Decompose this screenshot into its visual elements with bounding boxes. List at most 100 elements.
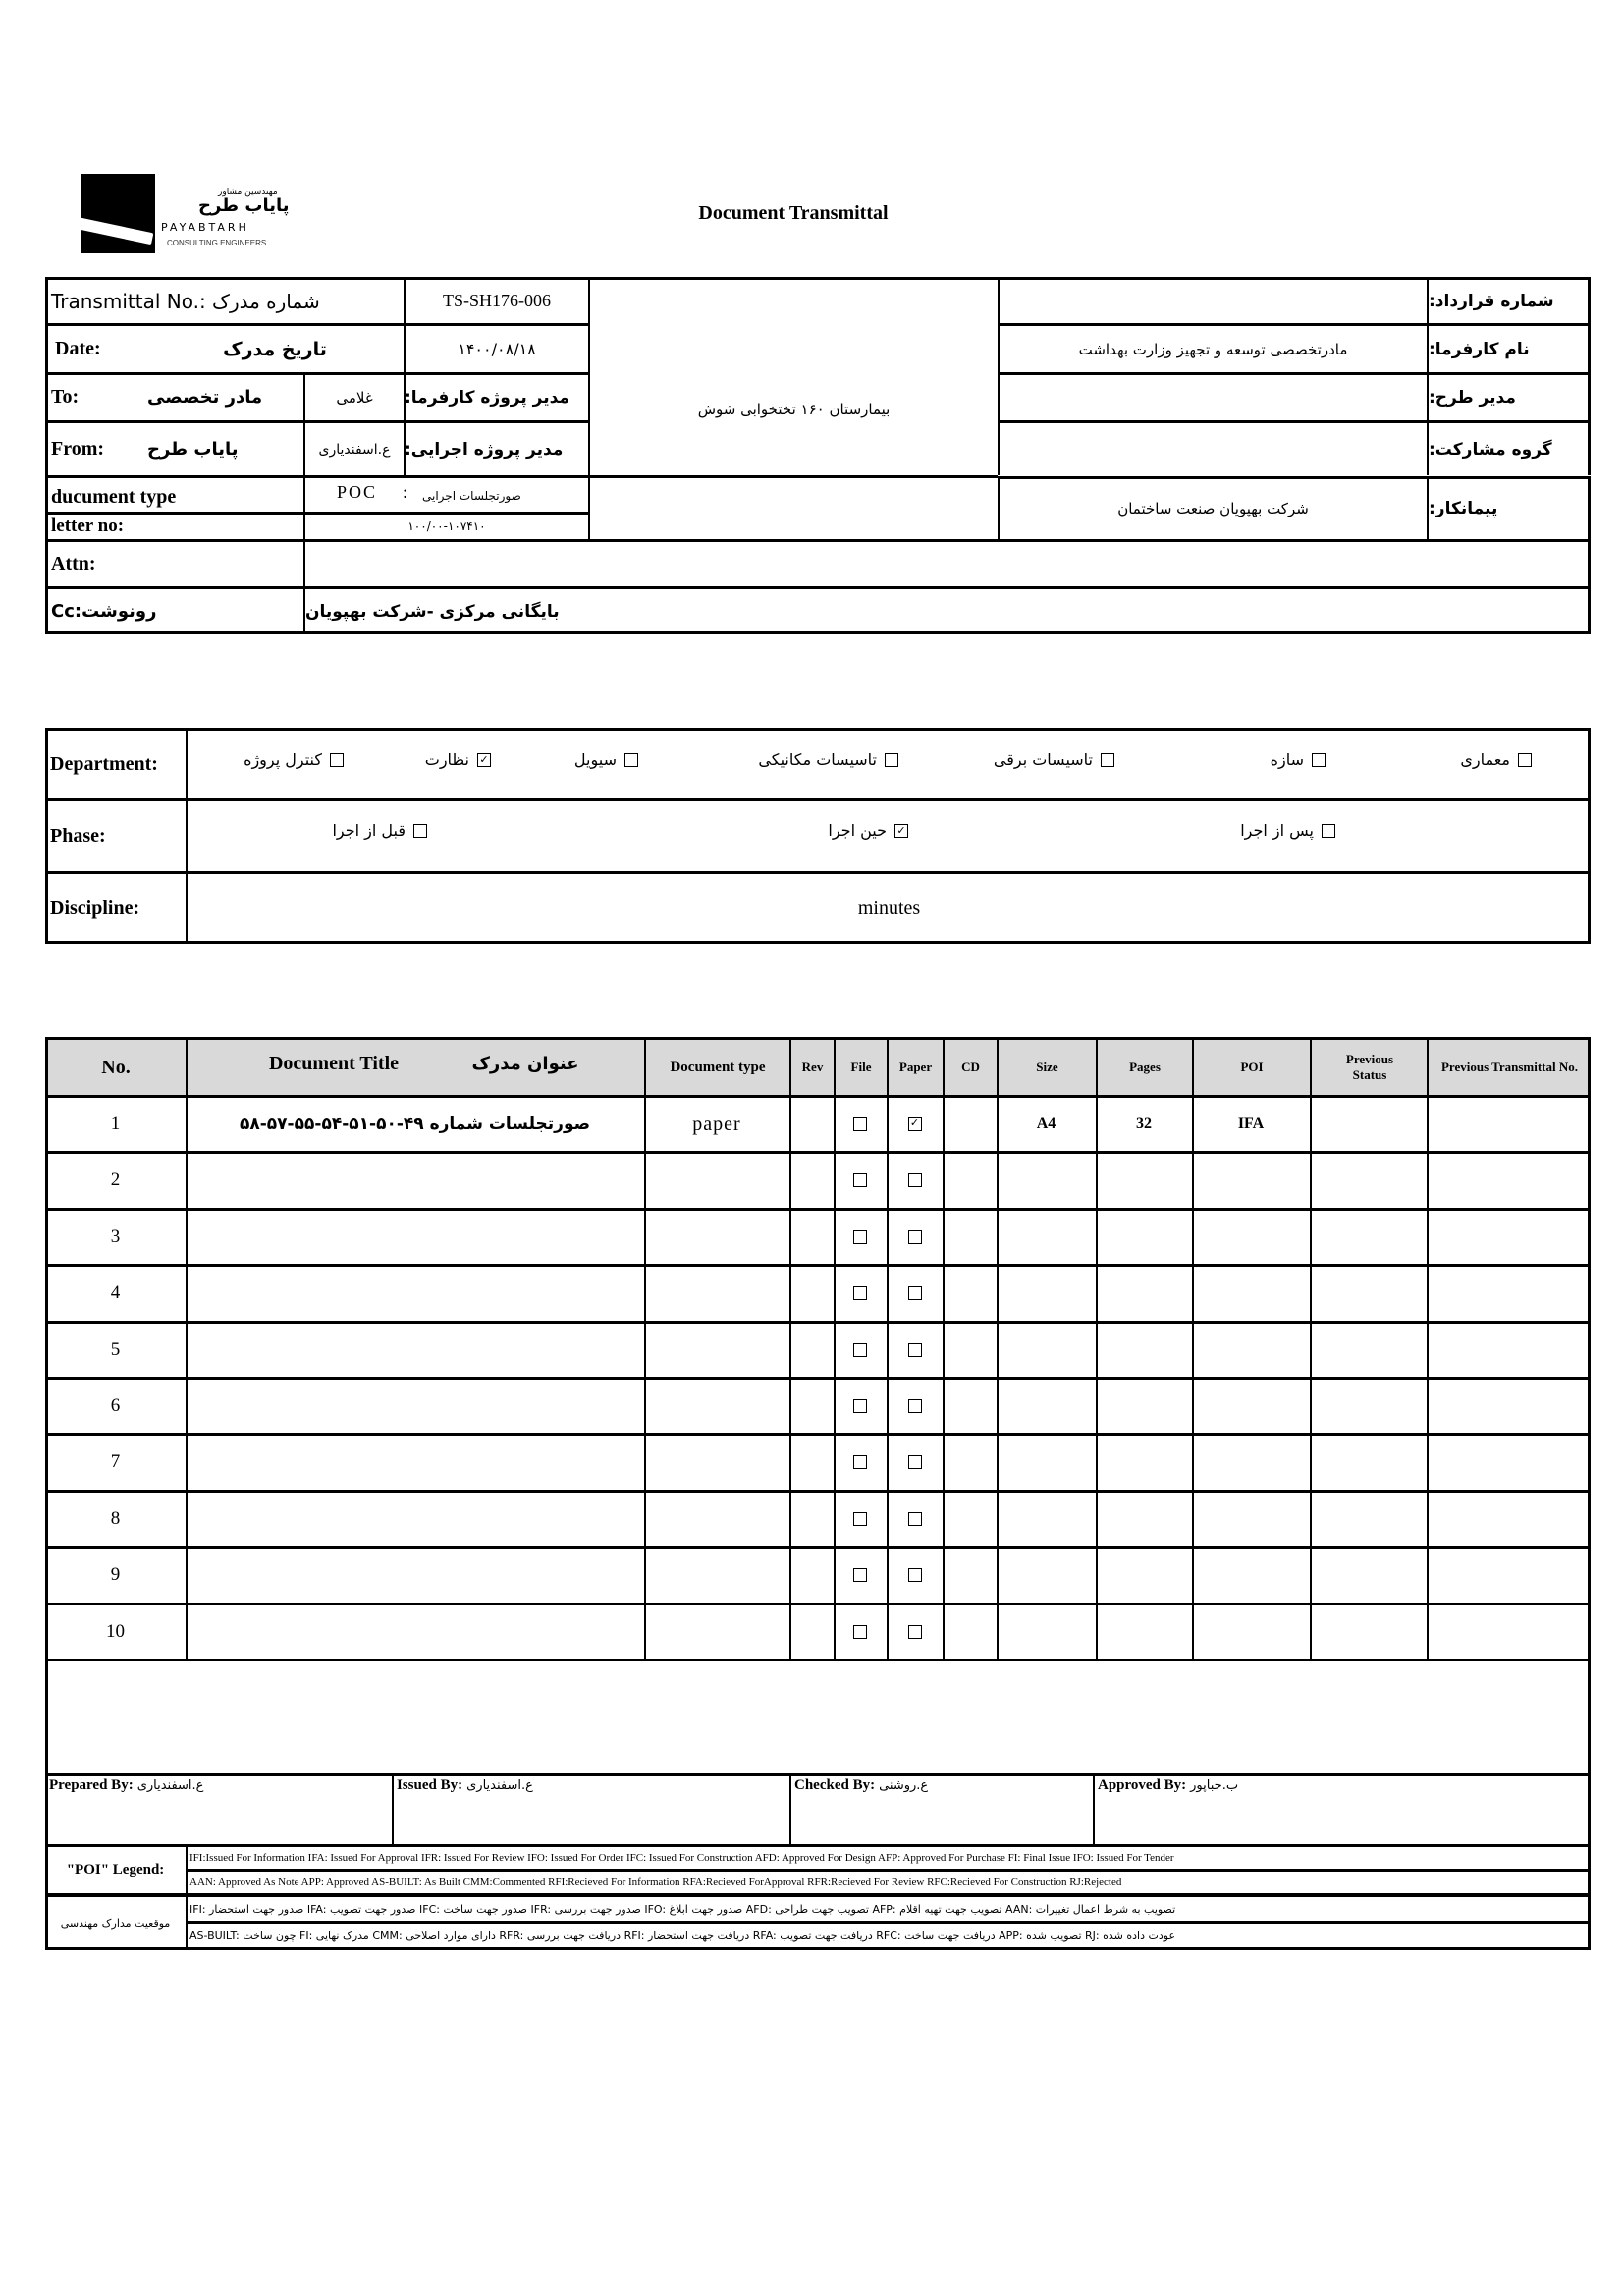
file-checkbox-icon[interactable]	[853, 1343, 867, 1358]
from-person: ع.اسفندیاری	[318, 441, 391, 458]
logo-en-name: PAYABTARH	[161, 221, 249, 234]
phase-option-label: قبل از اجرا	[332, 821, 406, 840]
title-cell	[186, 1154, 644, 1207]
from-value: پایاب طرح	[147, 439, 239, 460]
doctype-cell	[644, 1154, 789, 1207]
client-value: مادرتخصصی توسعه و تجهیز وزارت بهداشت	[1078, 340, 1348, 358]
row-divider	[45, 1490, 1591, 1493]
page-title: Document Transmittal	[698, 202, 889, 224]
file-checkbox-icon[interactable]	[853, 1568, 867, 1583]
file-checkbox-icon[interactable]	[853, 1173, 867, 1188]
size-cell	[997, 1324, 1096, 1377]
checkbox-icon[interactable]	[1518, 752, 1532, 767]
signature-name: ع.روشنی	[879, 1778, 929, 1793]
table-row: 5	[45, 1324, 1591, 1377]
checkbox-icon[interactable]	[1322, 823, 1335, 838]
header-no: No.	[101, 1056, 131, 1078]
file-checkbox-icon[interactable]	[853, 1512, 867, 1527]
from-role: مدیر پروژه اجرایی:	[405, 439, 564, 460]
contractor-label: پیمانکار:	[1429, 499, 1498, 518]
paper-cell	[887, 1493, 943, 1546]
cc-value: بایگانی مرکزی -شرکت بهپویان	[305, 601, 560, 622]
checkbox-icon[interactable]: ✓	[894, 823, 908, 838]
size-cell: A4	[1036, 1115, 1056, 1133]
column-divider	[834, 1037, 836, 1659]
signature-0: Prepared By: ع.اسفندیاری	[49, 1777, 203, 1794]
paper-checkbox-icon[interactable]	[907, 1625, 922, 1640]
file-cell	[834, 1154, 887, 1207]
file-checkbox-icon[interactable]	[853, 1399, 867, 1414]
paper-checkbox-icon[interactable]	[907, 1286, 922, 1301]
fa-legend-line-1: IFI: صدور جهت استحضار IFA: صدور جهت تصوی…	[189, 1902, 1176, 1916]
department-option-label: نظارت	[424, 750, 469, 769]
prev_status-cell	[1310, 1211, 1427, 1264]
checkbox-icon[interactable]	[330, 752, 344, 767]
paper-checkbox-icon[interactable]	[907, 1230, 922, 1245]
checkbox-icon[interactable]	[1101, 752, 1114, 767]
signature-label: Checked By:	[794, 1777, 876, 1793]
file-checkbox-icon[interactable]	[853, 1625, 867, 1640]
row-divider	[45, 1603, 1591, 1605]
project-name: بیمارستان ۱۶۰ تختخوابی شوش	[697, 400, 891, 418]
department-option-label: کنترل پروژه	[244, 750, 322, 769]
no-cell: 9	[110, 1564, 121, 1586]
poi-cell: IFA	[1237, 1115, 1265, 1133]
header-pages: Pages	[1129, 1060, 1161, 1074]
department-label: Department:	[50, 753, 158, 775]
no-cell: 4	[110, 1282, 121, 1304]
checkbox-icon[interactable]	[624, 752, 638, 767]
signature-1: Issued By: ع.اسفندیاری	[397, 1777, 533, 1794]
table-row: 7	[45, 1436, 1591, 1489]
paper-checkbox-icon[interactable]	[907, 1455, 922, 1470]
project-manager-value	[1000, 374, 1427, 420]
prev_no-cell	[1427, 1211, 1591, 1264]
column-divider	[1192, 1037, 1194, 1659]
cd-cell	[943, 1549, 997, 1602]
cd-cell	[943, 1154, 997, 1207]
prev_status-cell	[1310, 1267, 1427, 1320]
header-prev-status: Previous Status	[1345, 1052, 1394, 1082]
size-cell	[997, 1267, 1096, 1320]
column-divider	[789, 1037, 791, 1659]
title-cell	[186, 1549, 644, 1602]
checkbox-icon[interactable]	[1312, 752, 1326, 767]
paper-checkbox-icon[interactable]	[907, 1399, 922, 1414]
document-type-code: POC :	[336, 481, 410, 502]
poi-cell	[1192, 1267, 1310, 1320]
column-divider	[186, 1037, 188, 1659]
signature-2: Checked By: ع.روشنی	[794, 1777, 928, 1794]
prev_status-cell	[1310, 1493, 1427, 1546]
checkbox-icon[interactable]: ✓	[477, 752, 491, 767]
department-option-label: معماری	[1460, 750, 1510, 769]
to-role: مدیر پروژه کارفرما:	[405, 387, 569, 408]
paper-cell	[887, 1324, 943, 1377]
to-label: To:	[51, 386, 80, 408]
poi-cell	[1192, 1493, 1310, 1546]
file-checkbox-icon[interactable]	[853, 1455, 867, 1470]
logo-fa-name: پایاب طرح	[198, 195, 290, 216]
paper-checkbox-icon[interactable]: ✓	[907, 1117, 922, 1132]
table-row: 1 صورتجلسات شماره ۴۹-۵۰-۵۱-۵۴-۵۵-۵۷-۵۸ pap…	[45, 1098, 1591, 1151]
file-checkbox-icon[interactable]	[853, 1286, 867, 1301]
paper-cell	[887, 1436, 943, 1489]
file-checkbox-icon[interactable]	[853, 1230, 867, 1245]
file-cell	[834, 1211, 887, 1264]
title-cell	[186, 1324, 644, 1377]
rev-cell	[789, 1380, 834, 1433]
transmittal-no-value: TS-SH176-006	[442, 291, 551, 310]
paper-checkbox-icon[interactable]	[907, 1173, 922, 1188]
department-option-label: تاسیسات برقی	[993, 750, 1093, 769]
checkbox-icon[interactable]	[885, 752, 898, 767]
paper-checkbox-icon[interactable]	[907, 1512, 922, 1527]
paper-checkbox-icon[interactable]	[907, 1343, 922, 1358]
size-cell	[997, 1493, 1096, 1546]
paper-checkbox-icon[interactable]	[907, 1568, 922, 1583]
checkbox-icon[interactable]	[413, 823, 427, 838]
letter-no-value: ۱۰۰/۰۰-۱۰۷۴۱۰	[407, 518, 486, 533]
prev_no-cell	[1427, 1605, 1591, 1659]
file-checkbox-icon[interactable]	[853, 1117, 867, 1132]
signature-name: ع.اسفندیاری	[136, 1778, 204, 1793]
no-cell: 3	[110, 1226, 121, 1248]
column-divider	[997, 1037, 999, 1659]
pages-cell	[1096, 1324, 1192, 1377]
